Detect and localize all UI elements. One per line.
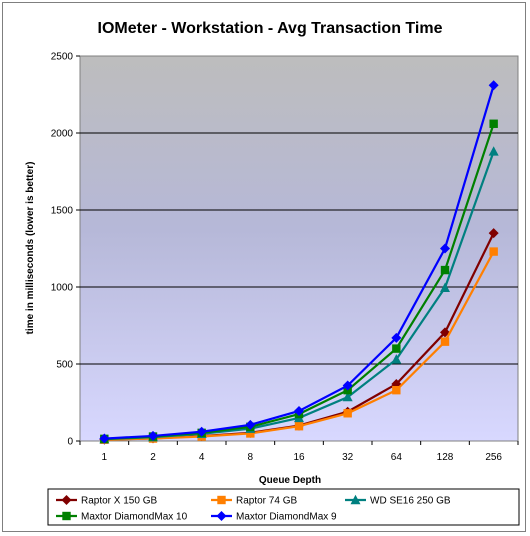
y-tick-label: 500: [56, 360, 73, 371]
data-point: [343, 409, 352, 418]
legend-box: [47, 488, 520, 526]
legend-marker: [216, 511, 227, 521]
data-point: [245, 419, 256, 430]
legend-marker: [61, 495, 72, 505]
data-point: [148, 430, 158, 441]
data-point: [391, 332, 402, 343]
y-axis-title: time in milliseconds (lower is better): [25, 162, 36, 335]
legend-label: Maxtor DiamondMax 10: [81, 512, 188, 523]
legend-marker: [217, 495, 226, 505]
chart-title: IOMeter - Workstation - Avg Transaction …: [98, 20, 443, 37]
y-tick-label: 0: [67, 437, 73, 448]
y-tick-label: 1500: [51, 206, 74, 217]
x-tick-label: 4: [199, 452, 205, 463]
data-point: [488, 228, 499, 239]
data-point: [342, 380, 353, 391]
data-point: [342, 391, 353, 402]
legend-marker: [62, 511, 71, 521]
legend-label: Maxtor DiamondMax 9: [236, 512, 337, 523]
data-point: [489, 247, 498, 256]
x-axis-title: Queue Depth: [259, 475, 321, 486]
legend-label: WD SE16 250 GB: [370, 496, 451, 507]
data-point: [294, 405, 304, 416]
legend-label: Raptor 74 GB: [236, 496, 297, 507]
legend-label: Raptor X 150 GB: [81, 496, 157, 507]
axes: 0 500 1000 1500 2000 2500 1 2 4 8 16 32 64 128 256: [51, 52, 519, 463]
x-tick-label: 256: [485, 452, 502, 463]
data-point: [392, 344, 401, 353]
y-tick-label: 2500: [51, 52, 74, 63]
x-tick-label: 1: [102, 452, 108, 463]
data-point: [392, 385, 401, 395]
x-tick-label: 128: [437, 452, 454, 463]
data-point: [488, 146, 499, 156]
legend-marker: [350, 494, 361, 505]
legend-item: Raptor X 150 GB: [56, 495, 157, 507]
y-tick-label: 1000: [51, 283, 74, 294]
data-point: [440, 243, 450, 254]
legend-item: Maxtor DiamondMax 10: [56, 512, 188, 523]
data-point: [440, 282, 450, 292]
data-point: [391, 354, 402, 364]
legend: Raptor X 150 GB Raptor 74 GB WD SE16 250 G…: [56, 494, 451, 523]
x-tick-label: 2: [150, 452, 156, 463]
grid-lines: [80, 132, 518, 365]
series-group: [99, 80, 499, 445]
data-point: [440, 337, 450, 346]
legend-item: Raptor 74 GB: [211, 496, 297, 507]
data-point: [440, 265, 450, 275]
x-tick-label: 64: [391, 452, 403, 463]
legend-item: WD SE16 250 GB: [345, 494, 451, 507]
data-point: [196, 426, 207, 437]
data-point: [294, 422, 304, 431]
data-point: [246, 429, 255, 438]
series-5: [99, 80, 499, 444]
y-tick-label: 2000: [51, 129, 74, 140]
x-tick-label: 32: [342, 452, 354, 463]
legend-item: Maxtor DiamondMax 9: [211, 511, 337, 523]
data-point: [488, 80, 499, 91]
x-tick-label: 8: [248, 452, 254, 463]
data-point: [489, 119, 498, 128]
x-tick-label: 16: [293, 452, 305, 463]
data-point: [99, 433, 110, 444]
